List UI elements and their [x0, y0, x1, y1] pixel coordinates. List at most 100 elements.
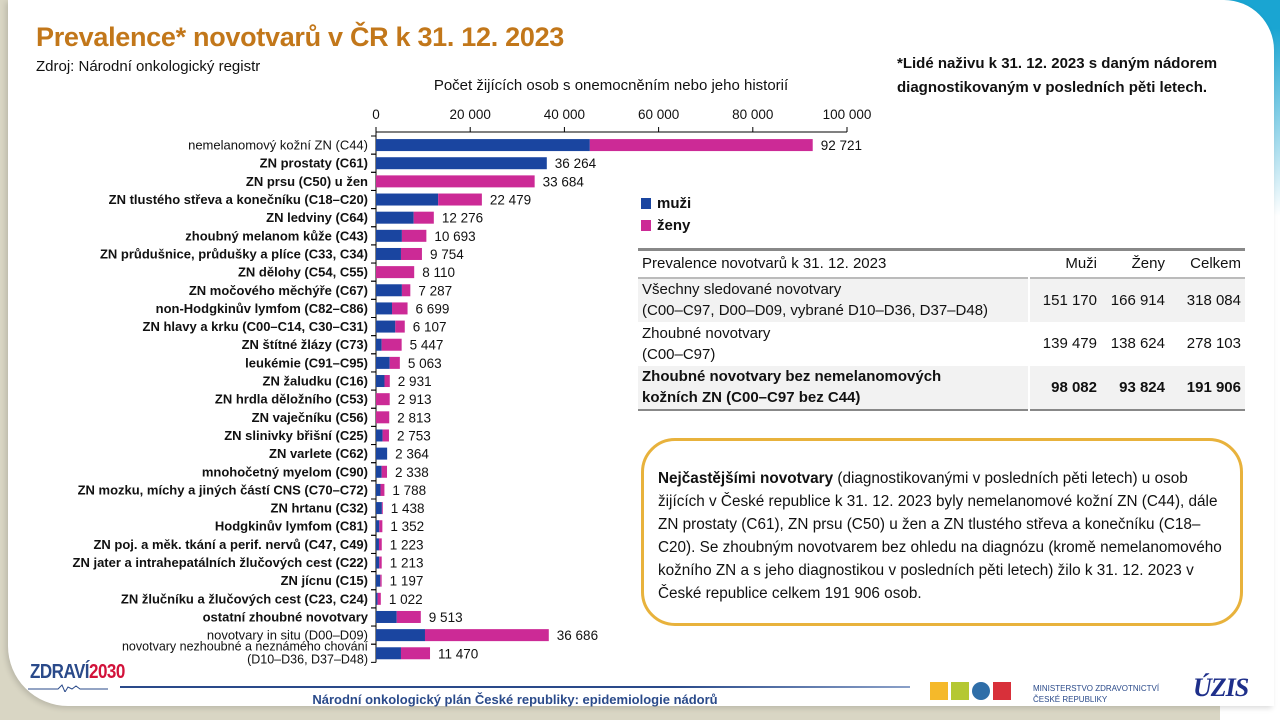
- category-label: ostatní zhoubné novotvary: [203, 609, 369, 624]
- data-label: 2 813: [397, 410, 431, 425]
- category-label: ZN ledviny (C64): [266, 210, 368, 225]
- category-label: mnohočetný myelom (C90): [202, 464, 368, 479]
- bar-female: [376, 266, 415, 279]
- bar-female: [389, 356, 400, 369]
- category-label: leukémie (C91–C95): [245, 355, 368, 370]
- row-label-line1: Všechny sledované novotvary: [642, 281, 842, 298]
- row-male: 139 479: [1042, 335, 1097, 352]
- data-label: 1 788: [392, 483, 426, 498]
- data-label: 33 684: [543, 174, 585, 189]
- data-label: 1 197: [390, 574, 424, 589]
- x-tick-label: 60 000: [638, 107, 679, 122]
- info-box-text: (diagnostikovanými v posledních pěti let…: [658, 470, 1222, 602]
- bar-female: [392, 302, 408, 315]
- x-tick-label: 100 000: [823, 107, 872, 122]
- category-label: ZN prsu (C50) u žen: [246, 174, 368, 189]
- x-axis-title: Počet žijících osob s onemocněním nebo j…: [433, 77, 789, 94]
- data-label: 8 110: [422, 265, 455, 280]
- bar-male: [376, 574, 381, 587]
- row-female: 93 824: [1101, 365, 1169, 410]
- bar-male: [376, 139, 590, 152]
- bar-male: [376, 610, 397, 623]
- row-label-line1: Zhoubné novotvary: [642, 324, 771, 342]
- row-label: Zhoubné novotvary (C00–C97): [638, 321, 1030, 366]
- bar-male: [376, 284, 402, 297]
- data-label: 1 223: [390, 537, 424, 552]
- summary-table: Prevalence novotvarů k 31. 12. 2023 Muži…: [638, 248, 1245, 411]
- legend-label-male: muži: [657, 194, 692, 212]
- bar-female: [380, 483, 385, 496]
- category-label: ZN varlete (C62): [269, 446, 368, 461]
- bar-female: [401, 229, 427, 242]
- ministry-line2: ČESKÉ REPUBLIKY: [1033, 695, 1108, 704]
- row-label-line1: Zhoubné novotvary bez nemelanomových: [642, 368, 942, 385]
- row-female: 166 914: [1101, 277, 1169, 322]
- bar-male: [376, 247, 401, 260]
- category-label: zhoubný melanom kůže (C43): [185, 228, 368, 243]
- category-label: nemelanomový kožní ZN (C44): [188, 138, 368, 153]
- bar-male: [376, 538, 379, 551]
- page-title: Prevalence* novotvarů v ČR k 31. 12. 202…: [36, 22, 565, 52]
- legend: muži ženy: [641, 192, 691, 236]
- bar-male: [376, 320, 396, 333]
- data-label: 10 693: [434, 229, 475, 244]
- header-total: Celkem: [1190, 255, 1241, 273]
- category-label: ZN štítné žlázy (C73): [242, 337, 368, 352]
- legend-swatch-male: [641, 197, 651, 209]
- logo-square-green: [951, 682, 969, 700]
- info-box-lead: Nejčastějšími novotvary: [658, 470, 834, 487]
- bar-female: [395, 320, 405, 333]
- bar-male: [376, 592, 378, 605]
- category-label: novotvary nezhoubné a neznámého chování: [122, 639, 369, 653]
- bar-female: [376, 393, 390, 406]
- bar-female: [376, 411, 390, 424]
- header-female: Ženy: [1131, 255, 1165, 273]
- header-label: Prevalence novotvarů k 31. 12. 2023: [642, 255, 887, 273]
- bar-female: [377, 592, 381, 605]
- bar-male: [376, 465, 382, 478]
- row-label-line2: (C00–C97, D00–D09, vybrané D10–D36, D37–…: [642, 302, 989, 319]
- row-male: 151 170: [1029, 277, 1101, 322]
- legend-swatch-female: [641, 219, 651, 231]
- category-label: ZN žlučníku a žlučových cest (C23, C24): [121, 591, 368, 606]
- bar-female: [400, 647, 431, 660]
- bar-male: [376, 483, 381, 496]
- data-label: 1 438: [391, 501, 425, 516]
- category-label: Hodgkinův lymfom (C81): [215, 519, 368, 534]
- row-label: Všechny sledované novotvary (C00–C97, D00…: [638, 277, 1030, 322]
- bar-female: [424, 629, 549, 642]
- data-label: 11 470: [438, 646, 478, 661]
- category-label: ZN mozku, míchy a jiných částí CNS (C70–…: [78, 482, 368, 497]
- category-label: ZN žaludku (C16): [263, 374, 368, 389]
- summary-row: Zhoubné novotvary (C00–C97) 139 479 138 6…: [638, 321, 1245, 366]
- bar-female: [384, 375, 390, 388]
- data-label: 9 754: [430, 247, 464, 262]
- data-label: 22 479: [490, 193, 531, 208]
- legend-item-male: muži: [641, 192, 691, 214]
- category-label: ZN průdušnice, průdušky a plíce (C33, C3…: [100, 246, 368, 261]
- summary-row: Všechny sledované novotvary (C00–C97, D00…: [638, 277, 1245, 322]
- bar-female: [400, 247, 422, 260]
- bar-female: [378, 538, 382, 551]
- ministry-line1: MINISTERSTVO ZDRAVOTNICTVÍ: [1033, 684, 1160, 693]
- bar-male: [376, 375, 385, 388]
- bar-male: [376, 193, 439, 206]
- summary-header-row: Prevalence novotvarů k 31. 12. 2023 Muži…: [638, 249, 1245, 278]
- data-label: 1 352: [390, 519, 424, 534]
- category-label: ZN prostaty (C61): [260, 156, 368, 171]
- category-label: (D10–D36, D37–D48): [247, 652, 368, 666]
- data-label: 1 213: [390, 556, 424, 571]
- bar-male: [376, 629, 425, 642]
- data-label: 2 931: [398, 374, 432, 389]
- bar-female: [438, 193, 482, 206]
- data-label: 92 721: [821, 138, 862, 153]
- row-total: 318 084: [1169, 277, 1245, 322]
- bar-male: [376, 338, 382, 351]
- row-label-line2: (C00–C97): [642, 345, 716, 363]
- bar-male: [376, 302, 393, 315]
- bar-male: [376, 502, 382, 515]
- data-label: 6 107: [413, 320, 447, 335]
- data-label: 7 287: [418, 283, 452, 298]
- category-label: ZN jícnu (C15): [281, 573, 368, 588]
- data-label: 9 513: [429, 610, 463, 625]
